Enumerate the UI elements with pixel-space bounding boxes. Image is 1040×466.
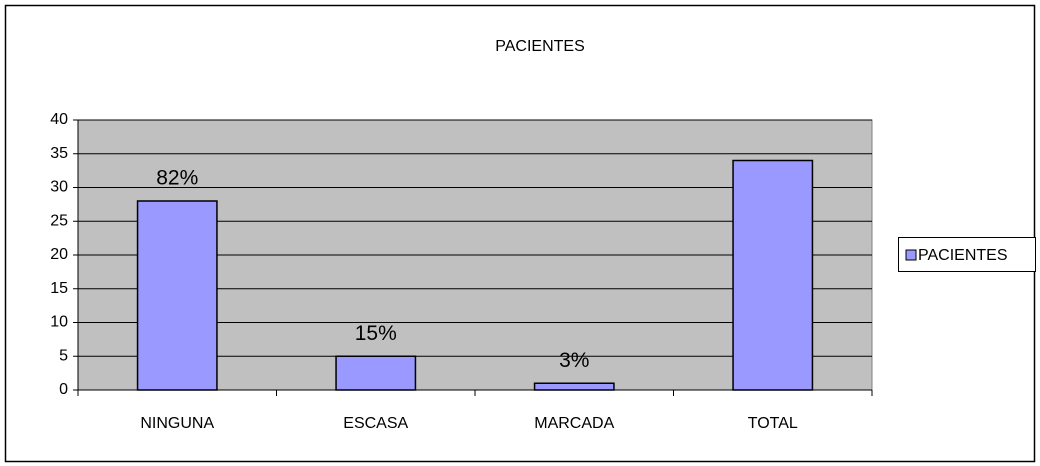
y-tick-label: 30 xyxy=(50,179,68,196)
y-tick-label: 10 xyxy=(50,314,68,331)
legend-box xyxy=(898,237,1036,272)
y-tick-label: 25 xyxy=(50,212,68,229)
bar xyxy=(732,159,814,391)
legend-swatch xyxy=(905,249,917,261)
x-tick-label: MARCADA xyxy=(534,415,614,432)
annotation: 15% xyxy=(355,322,397,345)
x-tick-label: TOTAL xyxy=(748,415,798,432)
y-tick-label: 5 xyxy=(59,347,68,364)
bar xyxy=(533,382,615,391)
chart-title: PACIENTES xyxy=(495,38,585,55)
y-tick-label: 15 xyxy=(50,280,68,297)
bar xyxy=(136,200,218,391)
y-tick-label: 40 xyxy=(50,111,68,128)
x-tick-label: ESCASA xyxy=(343,415,408,432)
annotation: 82% xyxy=(156,167,198,190)
legend-label: PACIENTES xyxy=(918,247,1008,264)
y-tick-label: 35 xyxy=(50,145,68,162)
annotation: 3% xyxy=(559,349,589,372)
y-tick-label: 20 xyxy=(50,246,68,263)
bar xyxy=(335,355,417,391)
x-tick-label: NINGUNA xyxy=(140,415,214,432)
y-tick-label: 0 xyxy=(59,381,68,398)
